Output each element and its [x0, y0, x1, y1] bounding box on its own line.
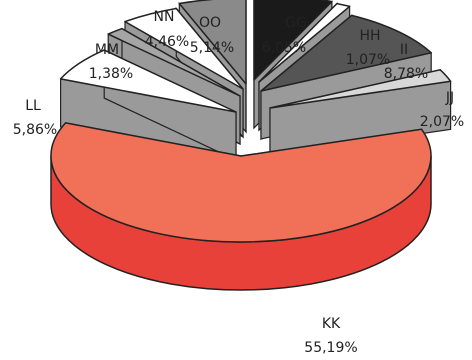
- label-gg-value: 6,05%: [262, 40, 306, 56]
- label-oo-name: OO: [199, 15, 221, 31]
- label-gg-name: GG: [285, 15, 307, 31]
- label-jj-name: JJ: [445, 90, 454, 106]
- label-ii-name: II: [400, 42, 408, 58]
- label-mm-name: MM: [95, 42, 119, 58]
- label-nn-name: NN: [154, 9, 175, 25]
- slice-nn: [124, 7, 244, 90]
- slice-kk: [50, 122, 432, 243]
- slice-oo: [178, 0, 247, 85]
- label-kk-value: 55,19%: [304, 340, 357, 356]
- slice-jj: [269, 69, 452, 109]
- slice-ll: [59, 49, 237, 113]
- label-mm-value: 1,38%: [89, 66, 133, 82]
- slice-hh: [258, 2, 351, 83]
- label-jj-value: 2,07%: [420, 114, 464, 130]
- slice-ii: [260, 14, 432, 92]
- slice-labels: GG 6,05% HH 1,07% II 8,78% JJ 2,07% KK 5…: [13, 9, 464, 356]
- label-hh-name: HH: [359, 28, 380, 44]
- slice-tops: [50, 0, 452, 243]
- label-oo-value: 5,14%: [190, 40, 234, 56]
- slice-mm: [107, 27, 241, 97]
- label-nn-value: 4,46%: [145, 34, 189, 50]
- slice-gg: [253, 0, 333, 81]
- label-ll-name: LL: [25, 98, 41, 114]
- label-kk-name: KK: [322, 316, 341, 332]
- label-ll-value: 5,86%: [13, 122, 57, 138]
- label-hh-value: 1,07%: [346, 52, 390, 68]
- label-ii-value: 8,78%: [384, 66, 428, 82]
